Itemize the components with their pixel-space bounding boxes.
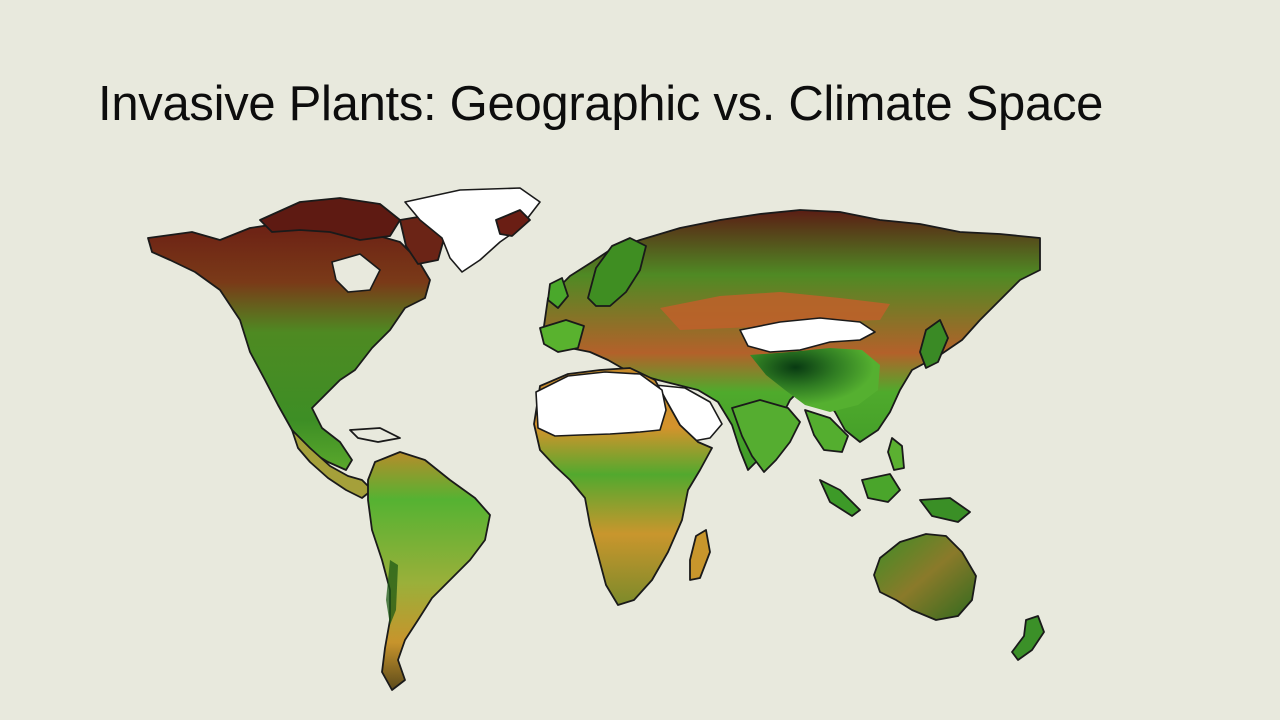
india (731, 399, 801, 473)
new-guinea (919, 497, 971, 523)
scandinavia (587, 237, 647, 307)
greenland (404, 187, 541, 273)
iberia (539, 319, 585, 353)
australia (873, 533, 977, 621)
caribbean-islands (349, 427, 401, 443)
sahara (535, 371, 667, 437)
madagascar (689, 529, 711, 581)
greenland-south-tip (495, 209, 531, 237)
tibetan-plateau (739, 317, 876, 353)
hudson-bay (331, 253, 382, 293)
southeast-asia (804, 409, 849, 453)
andes-dark-strip (386, 560, 398, 625)
china-humid-zone (750, 348, 880, 412)
indonesia-borneo (861, 473, 901, 503)
world-map (100, 180, 1060, 700)
central-america (291, 429, 373, 499)
philippines (887, 437, 905, 471)
japan (919, 319, 949, 369)
new-zealand (1011, 615, 1045, 661)
south-america (367, 451, 491, 691)
british-isles (547, 277, 569, 309)
indonesia-sumatra (819, 479, 861, 517)
arctic-islands (259, 197, 401, 241)
slide-title: Invasive Plants: Geographic vs. Climate … (98, 77, 1104, 131)
